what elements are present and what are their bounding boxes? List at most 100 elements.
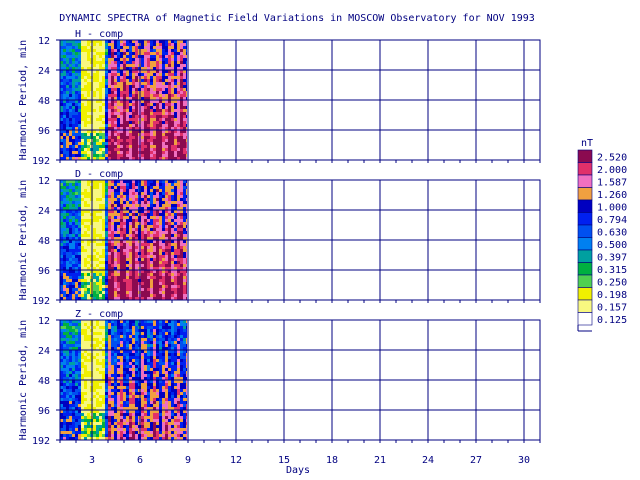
- heatmap-cell: [144, 148, 147, 151]
- heatmap-cell: [75, 52, 78, 55]
- heatmap-cell: [141, 151, 144, 154]
- heatmap-cell: [144, 365, 147, 368]
- heatmap-cell: [84, 61, 87, 64]
- heatmap-cell: [150, 133, 153, 136]
- heatmap-cell: [117, 106, 120, 109]
- heatmap-cell: [141, 213, 144, 216]
- heatmap-cell: [159, 148, 162, 151]
- heatmap-cell: [75, 395, 78, 398]
- heatmap-cell: [168, 237, 171, 240]
- heatmap-cell: [123, 85, 126, 88]
- heatmap-cell: [171, 145, 174, 148]
- heatmap-cell: [75, 401, 78, 404]
- heatmap-cell: [123, 145, 126, 148]
- y-tick-label: 24: [38, 206, 50, 217]
- heatmap-cell: [81, 195, 84, 198]
- heatmap-cell: [153, 294, 156, 297]
- heatmap-cell: [114, 431, 117, 434]
- heatmap-cell: [180, 201, 183, 204]
- heatmap-cell: [102, 374, 105, 377]
- heatmap-cell: [60, 428, 63, 431]
- heatmap-cell: [156, 413, 159, 416]
- heatmap-cell: [168, 186, 171, 189]
- heatmap-cell: [111, 64, 114, 67]
- heatmap-cell: [171, 49, 174, 52]
- heatmap-cell: [183, 294, 186, 297]
- heatmap-cell: [177, 279, 180, 282]
- heatmap-cell: [147, 320, 150, 323]
- heatmap-cell: [102, 94, 105, 97]
- heatmap-cell: [120, 401, 123, 404]
- heatmap-cell: [69, 282, 72, 285]
- heatmap-cell: [66, 374, 69, 377]
- heatmap-cell: [117, 219, 120, 222]
- heatmap-cell: [111, 219, 114, 222]
- heatmap-cell: [78, 231, 81, 234]
- heatmap-cell: [114, 88, 117, 91]
- heatmap-cell: [96, 198, 99, 201]
- heatmap-cell: [183, 115, 186, 118]
- heatmap-cell: [66, 79, 69, 82]
- heatmap-cell: [93, 344, 96, 347]
- heatmap-cell: [141, 341, 144, 344]
- heatmap-cell: [129, 383, 132, 386]
- heatmap-cell: [60, 267, 63, 270]
- heatmap-cell: [102, 431, 105, 434]
- heatmap-cell: [174, 261, 177, 264]
- heatmap-cell: [126, 344, 129, 347]
- heatmap-cell: [150, 82, 153, 85]
- heatmap-cell: [174, 154, 177, 157]
- heatmap-cell: [156, 154, 159, 157]
- heatmap-cell: [141, 234, 144, 237]
- heatmap-cell: [108, 401, 111, 404]
- heatmap-cell: [135, 201, 138, 204]
- heatmap-cell: [180, 115, 183, 118]
- heatmap-cell: [75, 434, 78, 437]
- heatmap-cell: [126, 64, 129, 67]
- heatmap-cell: [108, 383, 111, 386]
- heatmap-cell: [105, 422, 108, 425]
- heatmap-cell: [174, 297, 177, 300]
- heatmap-cell: [165, 88, 168, 91]
- heatmap-cell: [69, 148, 72, 151]
- heatmap-cell: [102, 121, 105, 124]
- heatmap-cell: [123, 294, 126, 297]
- heatmap-cell: [153, 434, 156, 437]
- heatmap-cell: [84, 374, 87, 377]
- heatmap-cell: [105, 362, 108, 365]
- heatmap-cell: [60, 40, 63, 43]
- heatmap-cell: [183, 249, 186, 252]
- heatmap-cell: [99, 389, 102, 392]
- heatmap-cell: [72, 192, 75, 195]
- heatmap-cell: [99, 428, 102, 431]
- heatmap-cell: [99, 380, 102, 383]
- heatmap-cell: [102, 88, 105, 91]
- heatmap-cell: [165, 395, 168, 398]
- heatmap-cell: [120, 294, 123, 297]
- heatmap-cell: [162, 389, 165, 392]
- heatmap-cell: [177, 124, 180, 127]
- heatmap-cell: [63, 106, 66, 109]
- heatmap-cell: [99, 195, 102, 198]
- heatmap-cell: [132, 130, 135, 133]
- heatmap-cell: [87, 413, 90, 416]
- heatmap-cell: [63, 425, 66, 428]
- heatmap-cell: [162, 148, 165, 151]
- heatmap-cell: [153, 389, 156, 392]
- heatmap-cell: [63, 395, 66, 398]
- heatmap-cell: [81, 58, 84, 61]
- heatmap-cell: [183, 270, 186, 273]
- heatmap-cell: [66, 350, 69, 353]
- heatmap-cell: [150, 61, 153, 64]
- heatmap-cell: [108, 219, 111, 222]
- heatmap-cell: [108, 100, 111, 103]
- heatmap-cell: [123, 49, 126, 52]
- heatmap-cell: [132, 216, 135, 219]
- heatmap-cell: [60, 395, 63, 398]
- heatmap-cell: [168, 88, 171, 91]
- heatmap-cell: [111, 213, 114, 216]
- heatmap-cell: [141, 288, 144, 291]
- heatmap-cell: [117, 431, 120, 434]
- heatmap-cell: [162, 201, 165, 204]
- heatmap-cell: [168, 207, 171, 210]
